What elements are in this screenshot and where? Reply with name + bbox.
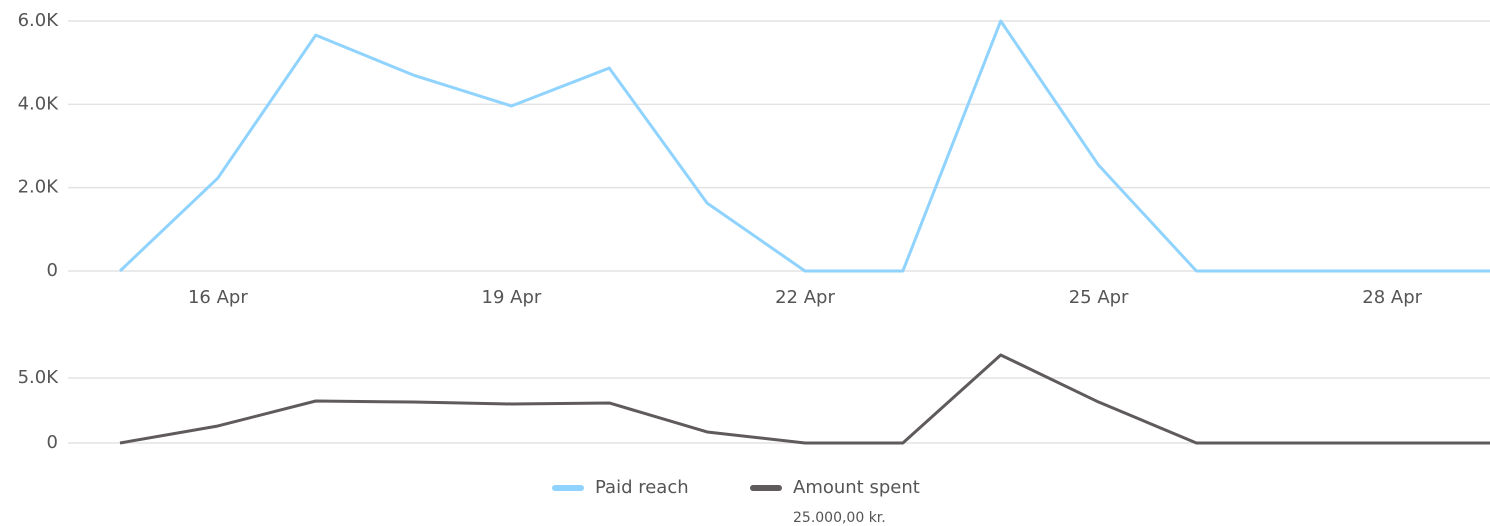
data-line [119, 353, 1490, 445]
y-tick-label: 0 [47, 260, 58, 281]
x-tick-label: 28 Apr [1362, 287, 1422, 308]
y-tick-label: 4.0K [18, 93, 60, 114]
legend-label: Amount spent [793, 477, 920, 498]
y-tick-label: 6.0K [18, 10, 60, 31]
legend-label: Paid reach [595, 477, 689, 498]
y-tick-label: 0 [47, 432, 58, 453]
x-tick-label: 19 Apr [482, 287, 542, 308]
annotation: 25.000,00 kr. [793, 510, 886, 526]
y-tick-label: 2.0K [18, 177, 60, 198]
x-tick-label: 25 Apr [1069, 287, 1129, 308]
x-tick-label: 22 Apr [775, 287, 835, 308]
x-tick-label: 16 Apr [188, 287, 248, 308]
y-tick-label: 5.0K [18, 367, 60, 388]
data-line [118, 19, 1490, 273]
